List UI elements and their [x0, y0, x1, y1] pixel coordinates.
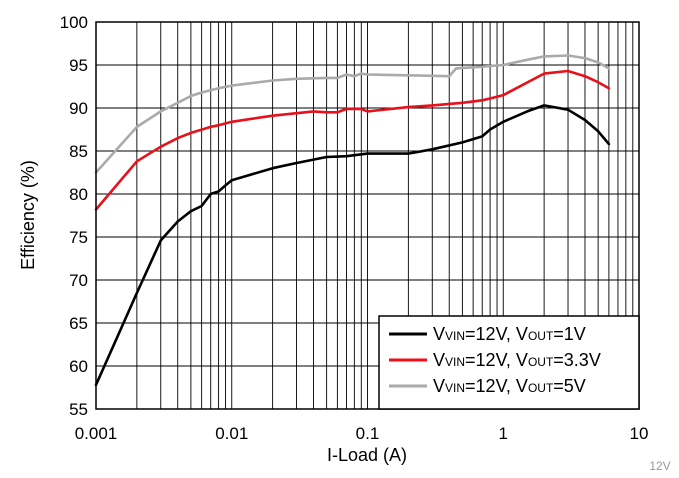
y-tick-label-3: 70 [69, 271, 88, 290]
plot-frame [95, 21, 640, 410]
y-tick-label-5: 80 [69, 185, 88, 204]
data-series [94, 54, 611, 387]
figure-id: 12V [649, 459, 670, 473]
legend-label-2: VVIN=12V, VOUT=5V [433, 376, 586, 396]
y-axis-label: Efficiency (%) [18, 160, 38, 270]
x-tick-label-3: 1 [499, 424, 508, 443]
y-tick-label-4: 75 [69, 228, 88, 247]
y-tick-label-0: 55 [69, 400, 88, 419]
legend-box [378, 315, 640, 410]
y-tick-label-7: 90 [69, 99, 88, 118]
x-tick-label-2: 0.1 [356, 424, 380, 443]
legend: VVIN=12V, VOUT=1V VVIN=12V, VOUT=3.3V VVIN… [378, 315, 640, 410]
x-axis-label: I-Load (A) [327, 445, 407, 465]
series-line-2 [94, 54, 611, 174]
y-tick-label-1: 60 [69, 357, 88, 376]
series-line-0 [94, 104, 611, 387]
x-tick-label-0: 0.001 [75, 424, 118, 443]
y-tick-label-9: 100 [60, 13, 88, 32]
y-tick-label-2: 65 [69, 314, 88, 333]
x-tick-label-1: 0.01 [215, 424, 248, 443]
x-tick-label-4: 10 [630, 424, 649, 443]
legend-label-1: VVIN=12V, VOUT=3.3V [433, 350, 601, 370]
y-tick-label-8: 95 [69, 56, 88, 75]
y-tick-label-6: 85 [69, 142, 88, 161]
series-line-1 [94, 69, 611, 211]
legend-label-0: VVIN=12V, VOUT=1V [433, 324, 586, 344]
tick-labels: 0.001 0.01 0.1 1 10 55 60 65 70 75 80 85 90 95 100 [60, 13, 649, 443]
